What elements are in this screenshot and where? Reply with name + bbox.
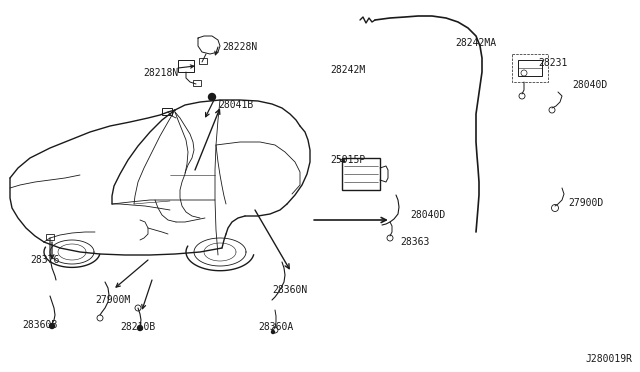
Bar (162, 108, 172, 115)
Bar (193, 80, 201, 86)
Text: J280019R: J280019R (585, 354, 632, 364)
Text: 28360A: 28360A (258, 322, 293, 332)
Circle shape (271, 330, 275, 334)
Text: 28040D: 28040D (572, 80, 607, 90)
Text: 28360B: 28360B (22, 320, 57, 330)
Text: 28376: 28376 (30, 255, 60, 265)
Bar (178, 60, 194, 72)
Text: 27900M: 27900M (95, 295, 131, 305)
Text: 28242MA: 28242MA (455, 38, 496, 48)
Circle shape (49, 324, 54, 328)
Bar (518, 60, 542, 76)
Text: 28360N: 28360N (272, 285, 307, 295)
Bar (199, 58, 207, 64)
Text: 25915P: 25915P (330, 155, 365, 165)
Text: 28040D: 28040D (410, 210, 445, 220)
Circle shape (138, 326, 143, 330)
Text: 28228N: 28228N (222, 42, 257, 52)
Text: 28231: 28231 (538, 58, 568, 68)
Text: 28210B: 28210B (120, 322, 156, 332)
Circle shape (209, 93, 216, 100)
Text: 28218N: 28218N (143, 68, 179, 78)
Text: 28242M: 28242M (330, 65, 365, 75)
Bar (342, 158, 380, 190)
Text: 28041B: 28041B (218, 100, 253, 110)
Bar (512, 54, 548, 82)
Text: 27900D: 27900D (568, 198, 604, 208)
Bar (46, 234, 54, 240)
Text: 28363: 28363 (400, 237, 429, 247)
